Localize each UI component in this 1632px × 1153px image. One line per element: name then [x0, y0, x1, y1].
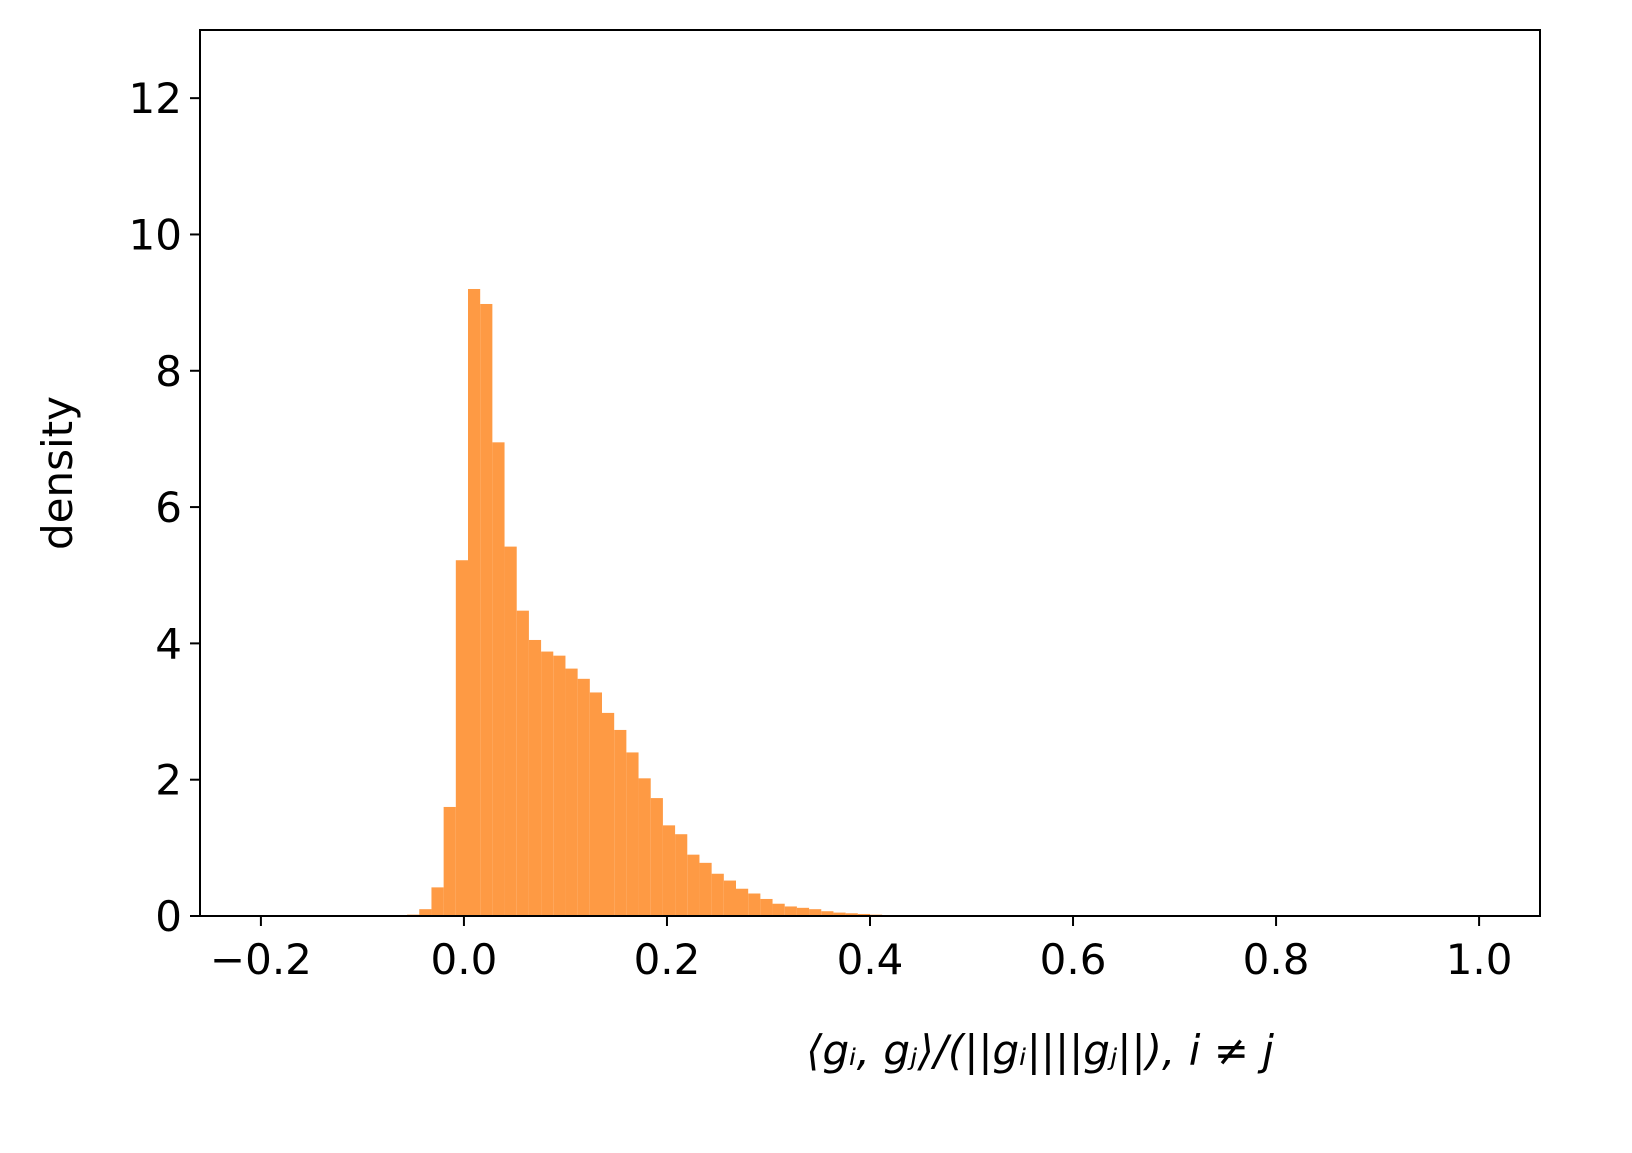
y-tick-label: 2	[155, 756, 182, 805]
bar	[675, 834, 688, 916]
bar	[602, 712, 615, 916]
bar	[455, 560, 468, 916]
bar	[516, 610, 529, 916]
bar	[431, 887, 444, 916]
bar	[589, 692, 602, 916]
x-tick-label: 0.8	[1243, 935, 1310, 984]
bar	[736, 888, 749, 916]
x-tick-label: 0.6	[1040, 935, 1107, 984]
bar	[687, 854, 700, 916]
bar	[480, 303, 493, 916]
bar	[772, 903, 785, 916]
bar	[565, 668, 578, 916]
bar	[553, 655, 566, 916]
bar	[541, 651, 554, 916]
y-axis-label: density	[33, 396, 82, 550]
bar	[821, 911, 834, 916]
bar	[492, 442, 505, 916]
bar	[528, 639, 542, 916]
x-tick-label: 0.4	[837, 935, 904, 984]
bar	[699, 862, 712, 916]
bar	[468, 288, 481, 916]
bar	[443, 806, 456, 916]
y-tick-label: 6	[155, 483, 182, 532]
x-tick-label: 0.2	[634, 935, 701, 984]
bar	[784, 906, 797, 916]
bar	[662, 825, 676, 916]
bar	[626, 752, 639, 916]
bar	[809, 909, 822, 916]
x-tick-label: −0.2	[210, 935, 312, 984]
y-tick-label: 10	[129, 210, 182, 259]
x-axis-label: ⟨gᵢ, gⱼ⟩/(||gᵢ||||gⱼ||), i ≠ j	[806, 1026, 1274, 1075]
x-tick-label: 1.0	[1446, 935, 1513, 984]
x-tick-label: 0.0	[431, 935, 498, 984]
bar	[796, 907, 810, 916]
bar	[760, 898, 773, 916]
bar	[748, 893, 761, 916]
plot-frame	[199, 29, 1541, 917]
bar	[577, 678, 590, 916]
bar	[650, 798, 663, 916]
bar	[638, 778, 651, 916]
bar	[723, 880, 736, 916]
y-tick-label: 4	[155, 619, 182, 668]
bar	[504, 546, 517, 916]
bar	[857, 913, 870, 916]
bar	[711, 873, 724, 916]
y-tick-label: 12	[129, 74, 182, 123]
bar	[419, 909, 432, 916]
y-tick-label: 0	[155, 892, 182, 941]
bar	[833, 912, 846, 916]
bar	[845, 913, 858, 916]
y-tick-label: 8	[155, 347, 182, 396]
bar	[614, 729, 627, 916]
